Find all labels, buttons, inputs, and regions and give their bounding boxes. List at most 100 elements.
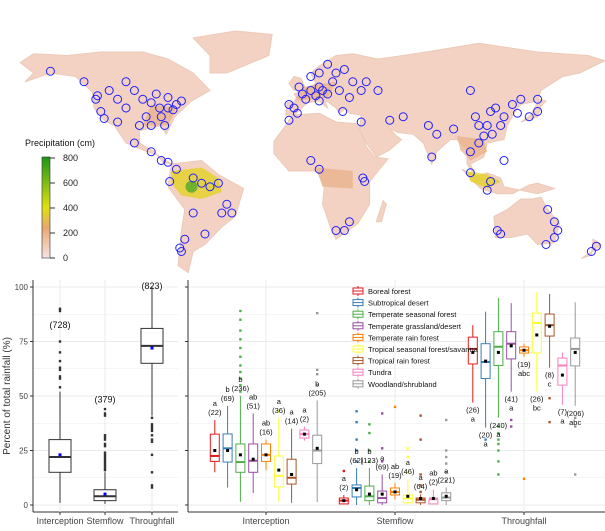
site-marker: [222, 199, 232, 209]
mean-marker: [573, 350, 577, 354]
amazon-very-wet: [185, 180, 198, 193]
mean-marker: [380, 492, 384, 496]
outlier-point: [368, 449, 371, 452]
box-iqr: [261, 443, 271, 462]
site-marker: [96, 107, 106, 116]
site-marker: [361, 77, 371, 87]
outlier-point: [103, 455, 107, 459]
site-marker: [306, 86, 316, 95]
significance-letter: b: [355, 447, 359, 456]
site-marker: [344, 93, 354, 102]
significance-letter: ab: [391, 462, 399, 471]
site-marker: [328, 77, 338, 87]
mean-marker: [419, 496, 423, 500]
significance-letter: a: [444, 467, 449, 476]
biome-box: [519, 343, 529, 481]
indonesia-wet: [467, 171, 501, 189]
site-marker: [465, 168, 475, 178]
outlier-point: [445, 462, 448, 465]
mean-marker: [393, 490, 397, 494]
site-marker: [217, 208, 227, 218]
biome-box: [364, 423, 375, 505]
outlier-point: [58, 340, 62, 343]
outlier-point: [58, 307, 62, 310]
legend-item: Temperate grassland/desert: [352, 320, 462, 331]
site-marker: [113, 94, 123, 104]
x-tick-label: Throughfall: [501, 516, 546, 526]
site-marker: [486, 177, 496, 186]
biome-box: [544, 293, 555, 424]
site-marker: [188, 208, 198, 218]
outlier-point: [548, 396, 551, 400]
significance-letter: ab: [262, 419, 270, 428]
outlier-point: [497, 442, 500, 446]
sample-size-label: (26): [466, 406, 480, 415]
colorbar-tick-label: 200: [63, 228, 78, 238]
outlier-point: [406, 447, 409, 450]
site-marker: [294, 82, 304, 92]
site-marker: [121, 77, 131, 87]
site-marker: [113, 117, 123, 127]
outlier-point: [368, 423, 371, 426]
site-marker: [99, 114, 109, 123]
site-marker: [533, 94, 543, 104]
outlier-point: [58, 386, 62, 389]
outlier-point: [150, 434, 154, 437]
mean-marker: [342, 499, 346, 503]
sample-size-label: (51): [247, 401, 261, 410]
outlier-point: [497, 431, 500, 435]
significance-letter: b: [367, 447, 371, 456]
site-marker: [163, 93, 173, 102]
site-marker: [331, 68, 341, 78]
site-marker: [432, 129, 442, 139]
outlier-point: [368, 431, 371, 435]
site-marker: [134, 121, 144, 130]
outlier-point: [103, 412, 107, 415]
outlier-point: [406, 455, 409, 459]
outlier-point: [150, 471, 154, 474]
significance-letter: ab: [429, 469, 437, 478]
mean-marker: [264, 453, 268, 457]
biome-box: [390, 405, 400, 500]
significance-letter: abc: [569, 418, 581, 427]
outlier-point: [419, 473, 422, 476]
site-marker: [292, 108, 302, 118]
colorbar-tick-label: 800: [63, 153, 78, 163]
sample-size-label: (8): [545, 371, 555, 380]
outlier-point: [445, 479, 448, 483]
outlier-point: [316, 368, 319, 372]
biome-boxplot-panel: Interceptiona(22)b(69)b(236)ab(51)ab(16)…: [185, 280, 605, 526]
site-marker: [146, 147, 156, 157]
x-tick-label: Interception: [242, 516, 289, 526]
legend-label: Tundra: [368, 368, 392, 377]
site-marker: [180, 234, 190, 244]
sample-size-label: (379): [94, 394, 115, 404]
site-marker: [543, 205, 553, 214]
site-marker: [479, 131, 489, 141]
outlier-point: [58, 377, 62, 380]
legend-item: Temperate rain forest: [352, 332, 440, 343]
outlier-point: [419, 414, 422, 417]
outlier-point: [381, 447, 384, 450]
site-marker: [311, 91, 321, 101]
significance-letter: a: [342, 474, 347, 483]
outlier-point: [239, 370, 242, 374]
colorbar-tick-label: 600: [63, 178, 78, 188]
outlier-point: [316, 373, 319, 376]
outlier-point: [58, 375, 62, 378]
outlier-point: [239, 377, 242, 380]
mean-marker: [277, 468, 281, 472]
sample-size-label: (2): [339, 483, 349, 492]
site-marker: [323, 59, 333, 69]
sample-size-label: (26): [530, 395, 544, 404]
outlier-point: [150, 416, 154, 419]
sample-size-label: (16): [259, 428, 273, 437]
significance-letter: b: [315, 379, 319, 388]
mean-marker: [302, 432, 306, 436]
outlier-point: [150, 453, 154, 457]
legend-item: Subtropical desert: [352, 297, 429, 308]
box-iqr: [377, 490, 388, 504]
significance-letter: abc: [518, 369, 530, 378]
outlier-point: [103, 451, 107, 454]
site-marker: [146, 121, 156, 130]
